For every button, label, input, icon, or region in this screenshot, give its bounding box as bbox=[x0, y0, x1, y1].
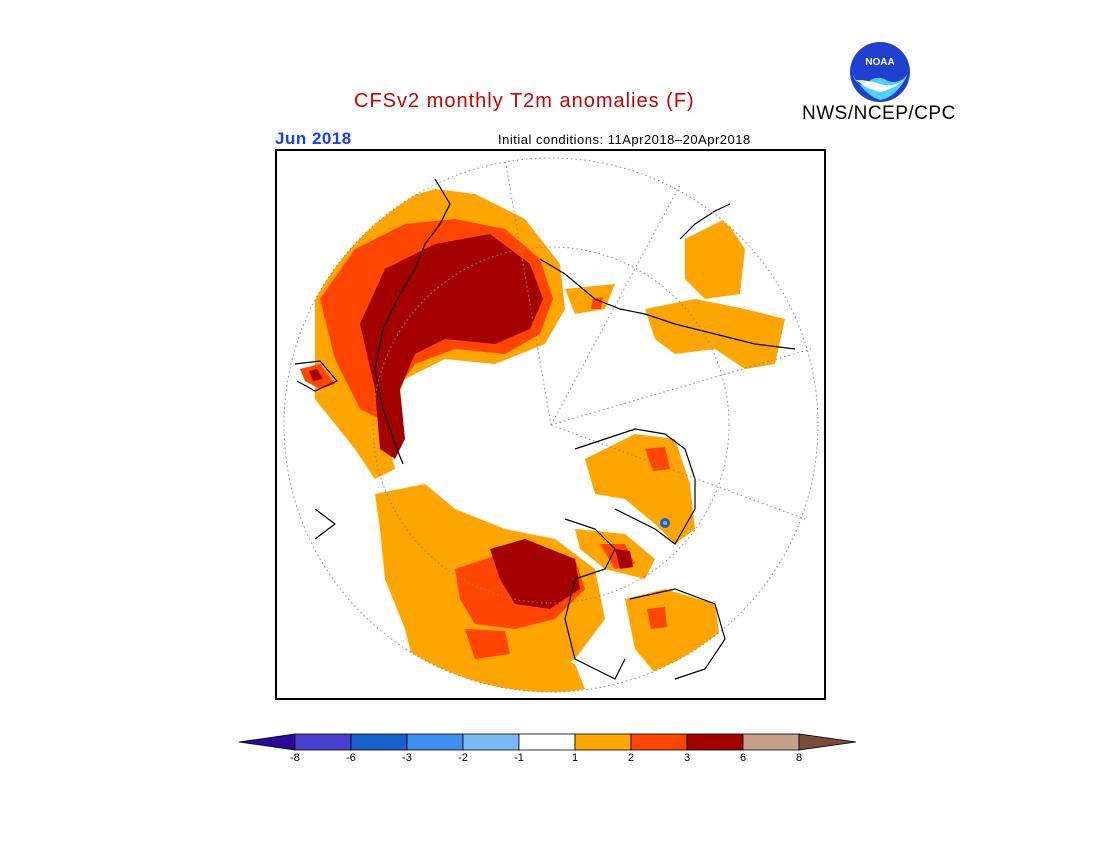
color-bar-segment bbox=[294, 733, 352, 751]
coastlines bbox=[294, 178, 796, 680]
color-bar-segment bbox=[574, 733, 632, 751]
color-bar-segment bbox=[406, 733, 464, 751]
map-title: CFSv2 monthly T2m anomalies (F) bbox=[354, 90, 695, 112]
anomaly-patch-mid bbox=[565, 284, 615, 314]
color-bar-tick-label: 3 bbox=[683, 752, 691, 764]
color-bar-tick-label: 8 bbox=[795, 752, 803, 764]
color-bar-arrow-low bbox=[238, 733, 296, 751]
noaa-logo-text: NOAA bbox=[865, 57, 894, 68]
color-bar-tick-label: -2 bbox=[458, 752, 468, 764]
anomaly-region-europe-dark bbox=[360, 234, 543, 459]
anomaly-region-asia-dark bbox=[490, 539, 580, 609]
color-bar-tick-label: -3 bbox=[402, 752, 412, 764]
color-bar-tick-label: 1 bbox=[571, 752, 579, 764]
anomaly-patch-se-red bbox=[647, 607, 667, 629]
color-bar-segment bbox=[630, 733, 688, 751]
anomaly-region-hudson-dark bbox=[615, 549, 633, 569]
noaa-logo: NOAA bbox=[848, 40, 912, 109]
agency-label: NWS/NCEP/CPC bbox=[802, 103, 956, 124]
color-bar-segment bbox=[350, 733, 408, 751]
graticule bbox=[283, 157, 819, 693]
map-frame bbox=[275, 149, 826, 705]
forecast-month: Jun 2018 bbox=[275, 129, 352, 148]
color-bar-segment bbox=[518, 733, 576, 751]
anomaly-patch-canada-red bbox=[645, 447, 670, 471]
color-bar-arrow-high bbox=[798, 733, 857, 751]
color-bar-segment bbox=[686, 733, 744, 751]
color-bar bbox=[238, 732, 863, 757]
color-bar-segment bbox=[462, 733, 520, 751]
color-bar-tick-label: 6 bbox=[739, 752, 747, 764]
color-bar-segment bbox=[742, 733, 800, 751]
color-bar-tick-label: 2 bbox=[627, 752, 635, 764]
color-bar-tick-label: -8 bbox=[290, 752, 300, 764]
anomaly-patch-west-dark bbox=[309, 369, 323, 381]
color-bar-tick-label: -1 bbox=[514, 752, 524, 764]
color-bar-tick-label: -6 bbox=[346, 752, 356, 764]
initial-conditions: Initial conditions: 11Apr2018–20Apr2018 bbox=[498, 132, 751, 147]
anomaly-patch-mid-red bbox=[591, 297, 603, 309]
anomaly-region-ne-orange bbox=[685, 219, 745, 299]
anomaly-patch-asia-red-south bbox=[465, 629, 510, 659]
